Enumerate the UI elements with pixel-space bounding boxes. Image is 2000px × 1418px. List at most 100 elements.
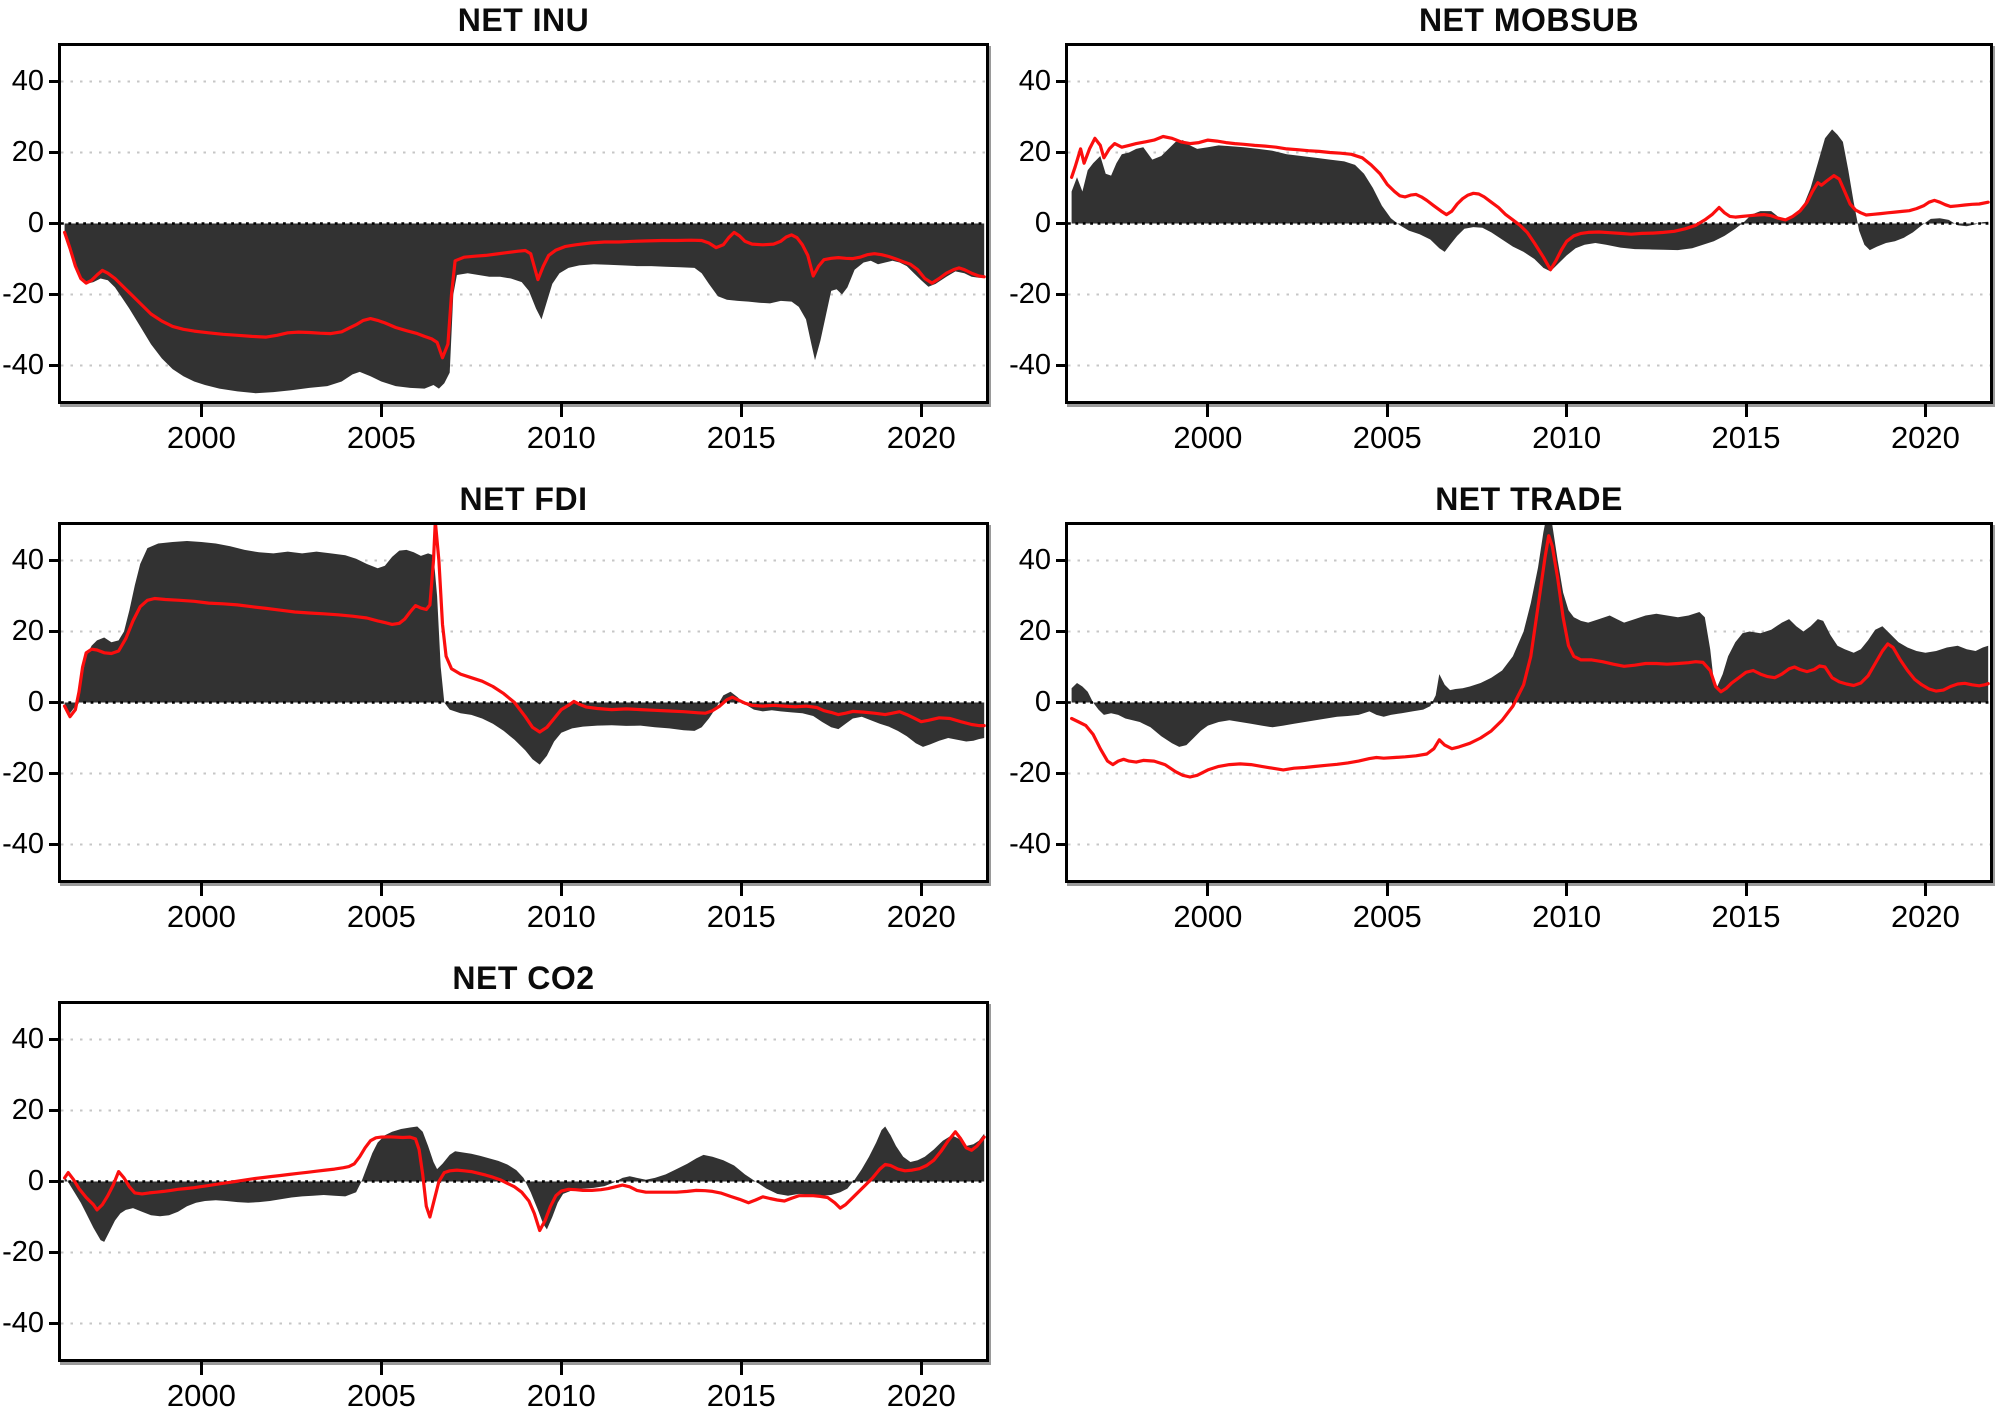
x-tick-label: 2015 [1711,420,1781,455]
chart-title: NET MOBSUB [1418,2,1640,38]
red-line [62,1130,986,1233]
y-tick-label: 0 [1034,685,1051,718]
x-tick-mark [739,404,743,417]
x-tick-mark [1744,404,1748,417]
plot-area [1065,522,1993,883]
chart-canvas [61,525,986,846]
x-tick-mark [1744,883,1748,896]
x-tick-label: 2020 [886,420,956,455]
y-tick-mark [49,222,58,225]
x-tick-label: 2015 [706,420,776,455]
y-tick-mark [1056,222,1065,225]
x-tick-label: 2000 [166,420,236,455]
y-tick-label: -40 [1009,348,1051,381]
x-tick-mark [1385,404,1389,417]
band-area [64,223,985,394]
y-tick-mark [1056,559,1065,562]
x-tick-mark [199,883,203,896]
y-tick-label: 20 [1018,135,1051,168]
x-tick-label: 2005 [346,899,416,934]
chart-title: NET FDI [459,481,588,517]
chart-net-fdi: NET FDI 40 20 0 -20 -40 2000 2005 2010 2015 2020 [0,479,1000,951]
y-tick-mark [1056,80,1065,83]
red-line [62,525,986,734]
chart-net-mobsub: NET MOBSUB 40 20 0 -20 -40 2000 2005 2010 2015 20… [1000,0,2000,472]
y-tick-label: -40 [2,827,44,860]
x-tick-label: 2020 [1890,420,1960,455]
chart-net-trade: NET TRADE 40 20 0 -20 -40 2000 2005 2010 2015 202… [1000,479,2000,951]
y-tick-mark [49,1322,58,1325]
y-tick-label: 0 [27,1164,44,1197]
x-tick-label: 2005 [346,420,416,455]
x-tick-label: 2000 [166,1378,236,1413]
x-tick-mark [1923,883,1927,896]
y-tick-label: 0 [27,685,44,718]
x-tick-mark [379,883,383,896]
y-tick-mark [1056,701,1065,704]
x-tick-mark [559,1362,563,1375]
x-tick-mark [739,1362,743,1375]
band-area [1071,525,1989,747]
y-tick-label: -20 [2,756,44,789]
x-tick-label: 2005 [346,1378,416,1413]
y-tick-label: 20 [1018,614,1051,647]
x-tick-mark [199,404,203,417]
y-tick-mark [49,1251,58,1254]
y-tick-label: 40 [1018,543,1051,576]
x-tick-label: 2000 [166,899,236,934]
chart-canvas [61,1038,986,1325]
band-area [64,541,985,765]
chart-canvas [61,80,986,394]
plot-area [58,1001,989,1362]
y-tick-label: 0 [1034,206,1051,239]
red-line [1069,534,1990,779]
y-tick-label: -20 [1009,277,1051,310]
x-tick-label: 2020 [886,899,956,934]
plot-area [58,43,989,404]
red-line [62,230,986,360]
y-tick-mark [49,293,58,296]
x-tick-mark [559,404,563,417]
x-tick-label: 2010 [526,899,596,934]
x-tick-label: 2020 [886,1378,956,1413]
x-tick-mark [1206,404,1210,417]
y-tick-label: -40 [2,1306,44,1339]
plot-area [1065,43,1993,404]
y-tick-label: 40 [11,64,44,97]
x-tick-mark [559,883,563,896]
x-tick-mark [919,883,923,896]
y-tick-mark [49,559,58,562]
x-tick-mark [1206,883,1210,896]
x-tick-mark [1565,404,1569,417]
y-tick-label: 20 [11,614,44,647]
chart-canvas [1068,525,1990,846]
x-tick-label: 2000 [1173,899,1243,934]
x-tick-label: 2010 [526,420,596,455]
y-tick-label: 40 [1018,64,1051,97]
x-tick-label: 2005 [1352,899,1422,934]
x-tick-label: 2005 [1352,420,1422,455]
x-tick-label: 2010 [1532,899,1602,934]
y-tick-mark [1056,843,1065,846]
red-line [1069,134,1990,272]
y-tick-mark [1056,151,1065,154]
y-tick-mark [49,1109,58,1112]
chart-title: NET INU [457,2,590,38]
y-tick-label: -40 [1009,827,1051,860]
x-tick-mark [199,1362,203,1375]
y-tick-label: -20 [1009,756,1051,789]
y-tick-mark [49,1038,58,1041]
chart-title: NET CO2 [452,960,595,996]
y-tick-mark [49,151,58,154]
y-tick-label: -20 [2,277,44,310]
band-area [1071,129,1989,272]
y-tick-mark [1056,293,1065,296]
y-tick-label: -40 [2,348,44,381]
chart-net-inu: NET INU 40 20 0 -20 -40 2000 2005 2010 2015 2020 [0,0,1000,472]
y-tick-mark [49,772,58,775]
x-tick-label: 2020 [1890,899,1960,934]
plot-area [58,522,989,883]
x-tick-mark [919,1362,923,1375]
x-tick-mark [379,1362,383,1375]
